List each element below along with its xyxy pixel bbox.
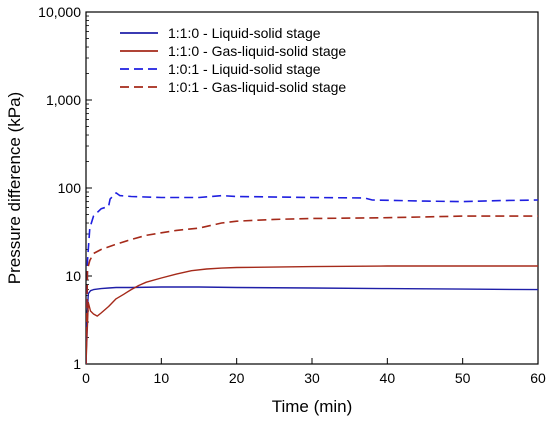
legend-label: 1:1:0 - Liquid-solid stage xyxy=(168,25,321,41)
x-tick-label: 40 xyxy=(380,370,396,386)
y-axis-label: Pressure difference (kPa) xyxy=(5,92,24,284)
series-line-3 xyxy=(86,192,538,364)
legend-label: 1:0:1 - Gas-liquid-solid stage xyxy=(168,79,346,95)
x-tick-label: 20 xyxy=(229,370,245,386)
series-line-4 xyxy=(86,215,538,364)
legend-label: 1:1:0 - Gas-liquid-solid stage xyxy=(168,43,346,59)
x-tick-label: 30 xyxy=(304,370,320,386)
y-tick-label: 10,000 xyxy=(38,4,81,20)
x-tick-label: 50 xyxy=(455,370,471,386)
x-tick-label: 60 xyxy=(530,370,546,386)
x-axis-label: Time (min) xyxy=(272,397,353,416)
x-axis: 0 10 20 30 40 50 60 xyxy=(82,358,546,386)
y-tick-label: 1,000 xyxy=(46,92,81,108)
series-line-2 xyxy=(86,265,538,364)
series-line-1 xyxy=(86,286,538,364)
y-axis: 1 10 100 1,000 10,000 xyxy=(38,4,92,372)
legend-label: 1:0:1 - Liquid-solid stage xyxy=(168,61,321,77)
x-tick-label: 0 xyxy=(82,370,90,386)
x-tick-label: 10 xyxy=(154,370,170,386)
legend: 1:1:0 - Liquid-solid stage 1:1:0 - Gas-li… xyxy=(120,25,346,95)
y-tick-label: 10 xyxy=(65,268,81,284)
y-tick-label: 100 xyxy=(58,180,82,196)
series-layer xyxy=(86,192,538,364)
y-tick-label: 1 xyxy=(73,356,81,372)
